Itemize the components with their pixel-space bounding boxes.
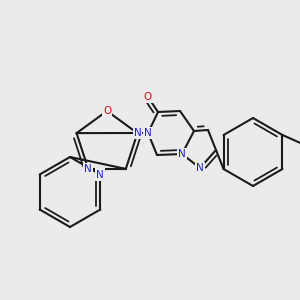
Text: N: N bbox=[134, 128, 141, 138]
Text: N: N bbox=[84, 164, 92, 174]
Text: N: N bbox=[144, 128, 152, 138]
Text: N: N bbox=[178, 149, 186, 159]
Text: N: N bbox=[196, 163, 204, 173]
Text: O: O bbox=[103, 106, 111, 116]
Text: O: O bbox=[144, 92, 152, 102]
Text: N: N bbox=[96, 169, 104, 179]
